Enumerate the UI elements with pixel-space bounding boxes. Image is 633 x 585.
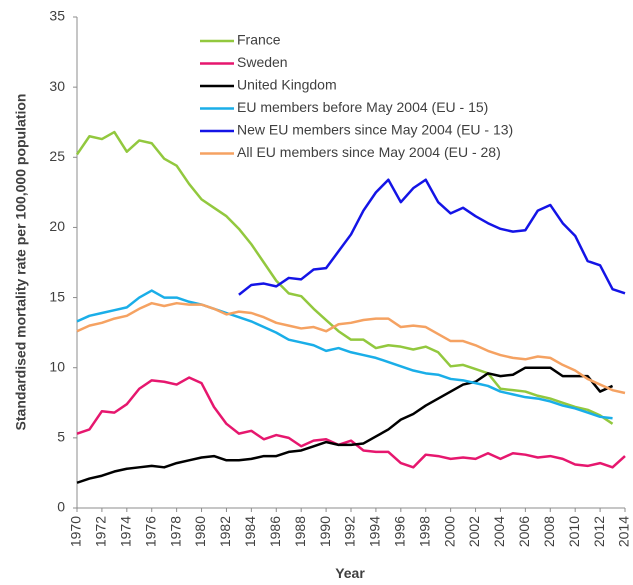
x-tick-label: 1990 [317,516,333,547]
x-tick-label: 2006 [516,516,532,547]
x-tick-label: 1996 [392,516,408,547]
y-tick-label: 0 [57,499,65,515]
y-tick-label: 30 [49,78,65,94]
x-tick-label: 1994 [367,516,383,547]
x-tick-label: 1970 [68,516,84,547]
y-tick-label: 20 [49,218,65,234]
series-line [75,130,614,425]
x-tick-label: 1972 [93,516,109,547]
x-tick-label: 2010 [566,516,582,547]
series-line [76,366,614,484]
x-tick-label: 1998 [416,516,432,547]
y-tick-label: 5 [57,429,65,445]
x-tick-label: 1974 [118,516,134,547]
legend-label: France [237,32,281,48]
x-tick-label: 1984 [242,516,258,547]
legend-label: EU members before May 2004 (EU - 15) [237,99,488,115]
x-axis-title: Year [335,565,365,581]
series-line [76,376,626,469]
x-tick-label: 1982 [217,516,233,547]
series-line [76,289,613,420]
x-tick-label: 2008 [541,516,557,547]
series-line [76,301,626,395]
x-tick-label: 1978 [167,516,183,547]
x-tick-label: 2000 [441,516,457,547]
x-tick-label: 2012 [591,516,607,547]
x-tick-label: 2014 [616,516,632,547]
legend-label: United Kingdom [237,77,337,93]
legend-label: All EU members since May 2004 (EU - 28) [237,144,501,160]
x-tick-label: 1986 [267,516,283,547]
y-tick-label: 10 [49,358,65,374]
series-line [238,178,626,296]
x-tick-label: 1976 [142,516,158,547]
x-tick-label: 2002 [466,516,482,547]
legend-label: New EU members since May 2004 (EU - 13) [237,122,513,138]
y-axis-title: Standardised mortality rate per 100,000 … [13,94,29,431]
x-tick-label: 2004 [491,516,507,547]
x-tick-label: 1980 [192,516,208,547]
y-tick-label: 15 [49,288,65,304]
x-tick-label: 1988 [292,516,308,547]
x-tick-label: 1992 [342,516,358,547]
y-tick-label: 25 [49,148,65,164]
y-tick-label: 35 [49,8,65,24]
legend-label: Sweden [237,54,288,70]
